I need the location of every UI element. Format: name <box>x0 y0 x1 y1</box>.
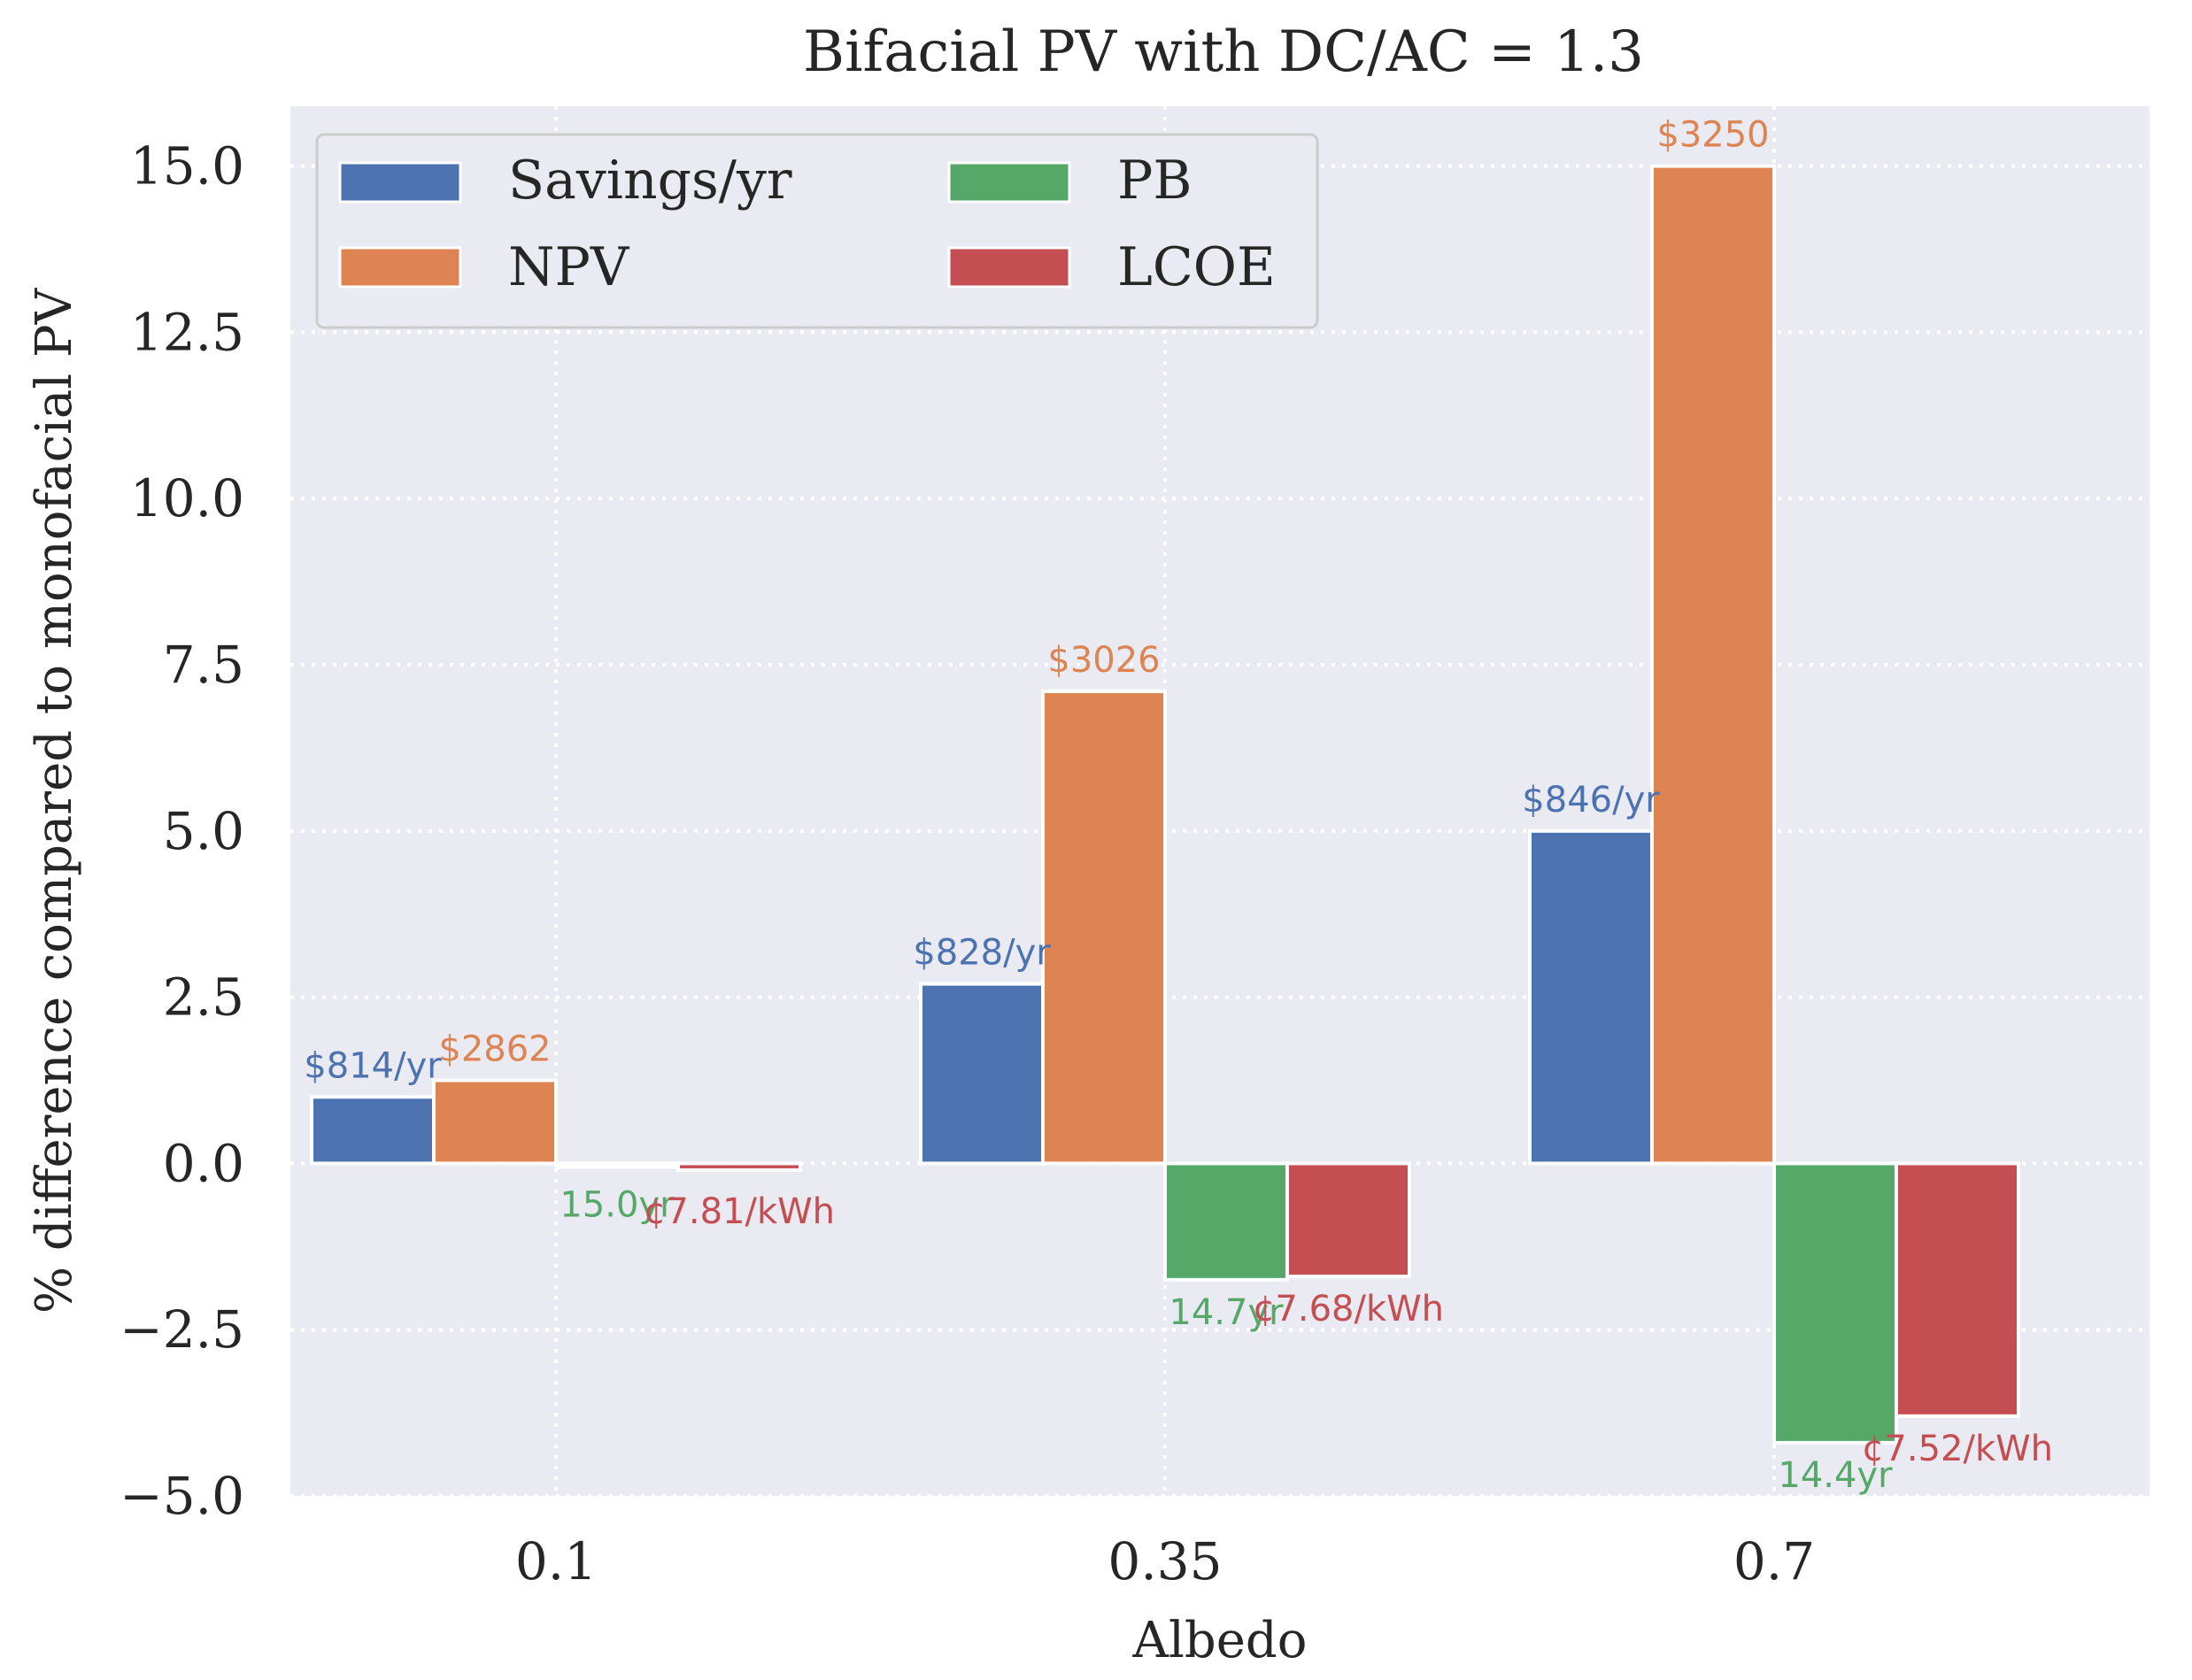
legend-label-pb: PB <box>1117 150 1192 212</box>
y-tick-label: 0.0 <box>163 1133 244 1193</box>
legend-swatch-npv <box>338 246 462 289</box>
bar-lcoe-2 <box>1895 1161 2020 1418</box>
y-tick-label: 2.5 <box>163 967 244 1028</box>
bar-pb-0 <box>554 1161 680 1169</box>
x-tick-label: 0.1 <box>515 1531 597 1591</box>
legend-label-lcoe: LCOE <box>1117 236 1276 298</box>
bars <box>310 164 2020 1445</box>
bar-pb-2 <box>1772 1161 1898 1445</box>
y-tick-label: 12.5 <box>130 302 244 362</box>
bar-npv-0 <box>432 1078 558 1166</box>
legend-swatch-lcoe <box>947 246 1071 289</box>
bar-value-label: ¢7.52/kWh <box>1862 1429 2053 1469</box>
legend-swatch-pb <box>947 161 1071 204</box>
x-ticks: 0.1 0.35 0.7 <box>515 1531 1815 1591</box>
bar-labels: $814/yr $828/yr $846/yr $2862 $3026 $3250 15.0… <box>304 115 2053 1496</box>
bar-value-label: $2862 <box>438 1029 551 1070</box>
bar-value-label: 14.7yr <box>1169 1292 1284 1333</box>
bar-value-label: $3250 <box>1656 115 1769 156</box>
bar-savingsyr-2 <box>1528 828 1654 1166</box>
legend-label-savings: Savings/yr <box>508 150 792 212</box>
bar-value-label: ¢7.68/kWh <box>1253 1289 1444 1329</box>
chart-title: Bifacial PV with DC/AC = 1.3 <box>803 19 1644 85</box>
legend-swatch-savings <box>338 161 462 204</box>
x-tick-label: 0.7 <box>1733 1531 1815 1591</box>
bar-lcoe-1 <box>1285 1161 1411 1279</box>
bar-value-label: $814/yr <box>304 1045 442 1086</box>
bar-pb-1 <box>1163 1161 1289 1282</box>
y-tick-label: 7.5 <box>163 635 244 695</box>
y-tick-label: −2.5 <box>120 1299 244 1360</box>
bar-value-label: ¢7.81/kWh <box>644 1191 835 1232</box>
x-tick-label: 0.35 <box>1108 1531 1222 1591</box>
y-ticks: −5.0 −2.5 0.0 2.5 5.0 7.5 10.0 12.5 15.0 <box>120 136 244 1526</box>
bar-savingsyr-0 <box>310 1095 436 1166</box>
y-tick-label: 10.0 <box>130 468 244 528</box>
y-tick-label: 15.0 <box>130 136 244 197</box>
bar-npv-1 <box>1041 690 1167 1166</box>
bar-value-label: 15.0yr <box>560 1184 675 1225</box>
legend: Savings/yr NPV PB LCOE <box>315 133 1319 329</box>
bar-value-label: $828/yr <box>913 933 1051 974</box>
bar-value-label: 14.4yr <box>1778 1455 1893 1496</box>
y-axis-label: % difference compared to monofacial PV <box>26 287 83 1314</box>
bar-npv-2 <box>1650 164 1776 1166</box>
bar-savingsyr-1 <box>919 982 1045 1166</box>
y-tick-label: 5.0 <box>163 801 244 861</box>
bar-value-label: $3026 <box>1047 640 1160 681</box>
bar-value-label: $846/yr <box>1522 780 1660 821</box>
legend-label-npv: NPV <box>508 236 630 298</box>
bar-lcoe-0 <box>676 1161 802 1172</box>
y-tick-label: −5.0 <box>120 1466 244 1526</box>
x-axis-label: Albedo <box>1132 1612 1308 1669</box>
